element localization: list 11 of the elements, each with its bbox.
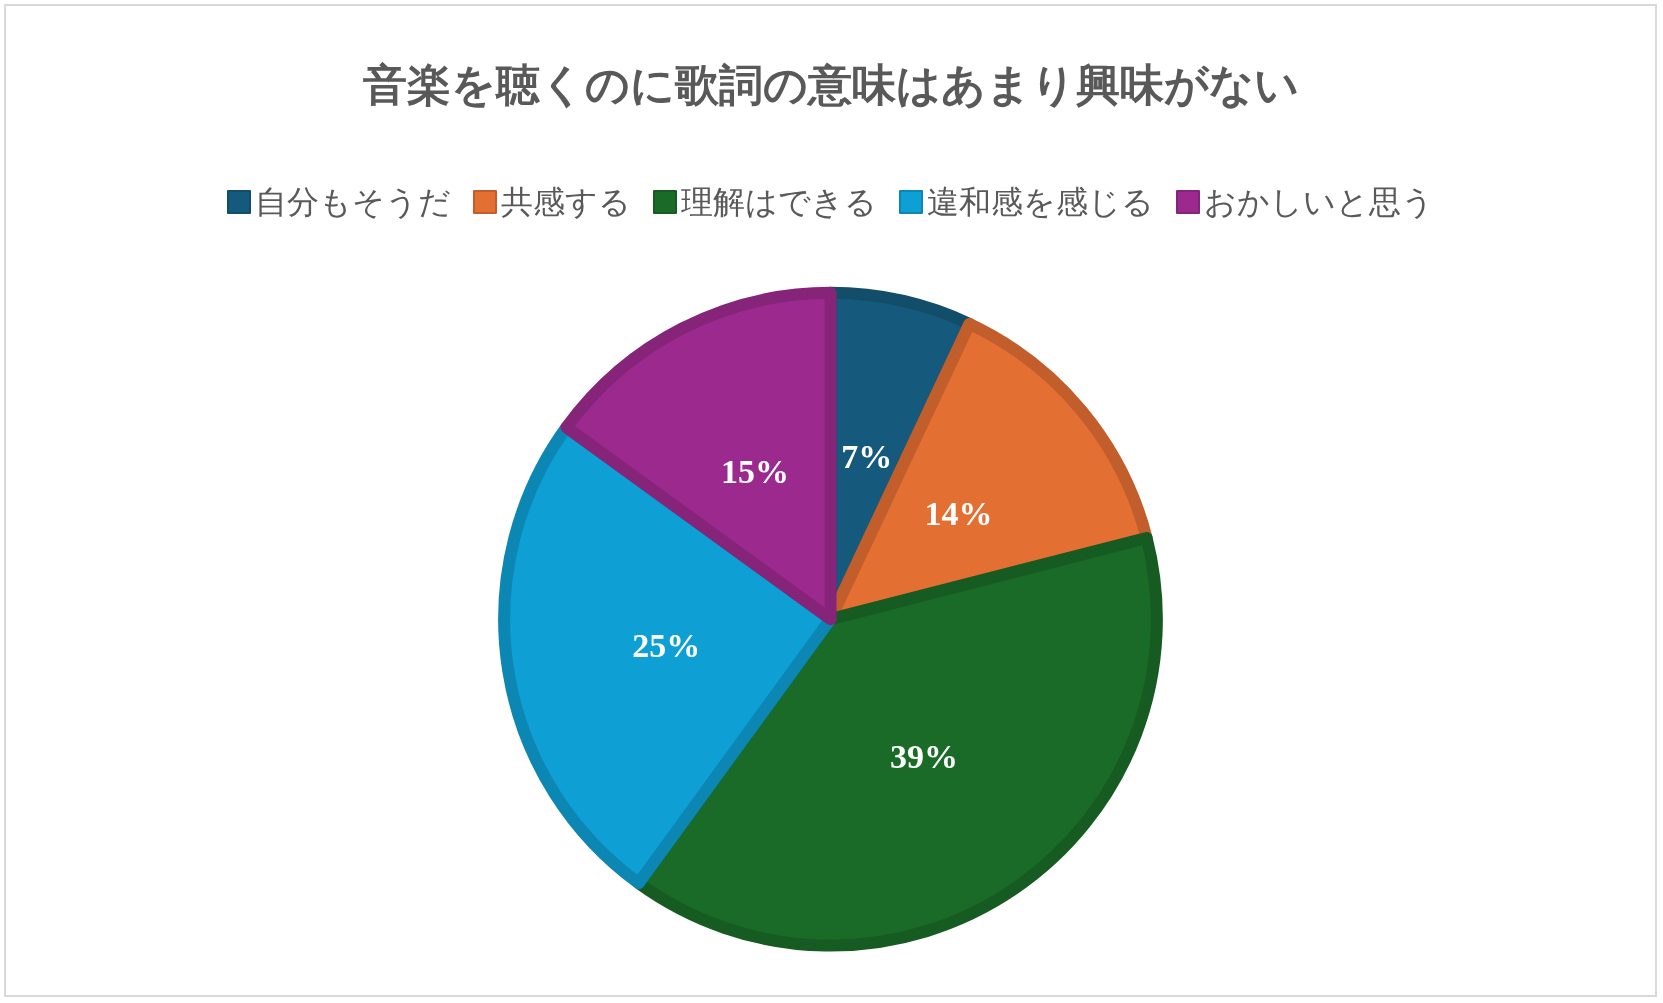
legend-label: 共感する [501,184,631,220]
legend-label: おかしいと思う [1204,184,1434,220]
chart-title: 音楽を聴くのに歌詞の意味はあまり興味がない [362,60,1299,110]
data-label: 7% [841,438,893,476]
data-label: 39% [889,738,958,776]
legend-label: 自分もそうだ [255,184,451,220]
legend-label: 違和感を感じる [927,184,1154,220]
legend-label: 理解はできる [681,184,877,220]
data-label: 14% [924,494,993,532]
data-label: 25% [632,626,701,664]
data-label: 15% [721,452,790,490]
